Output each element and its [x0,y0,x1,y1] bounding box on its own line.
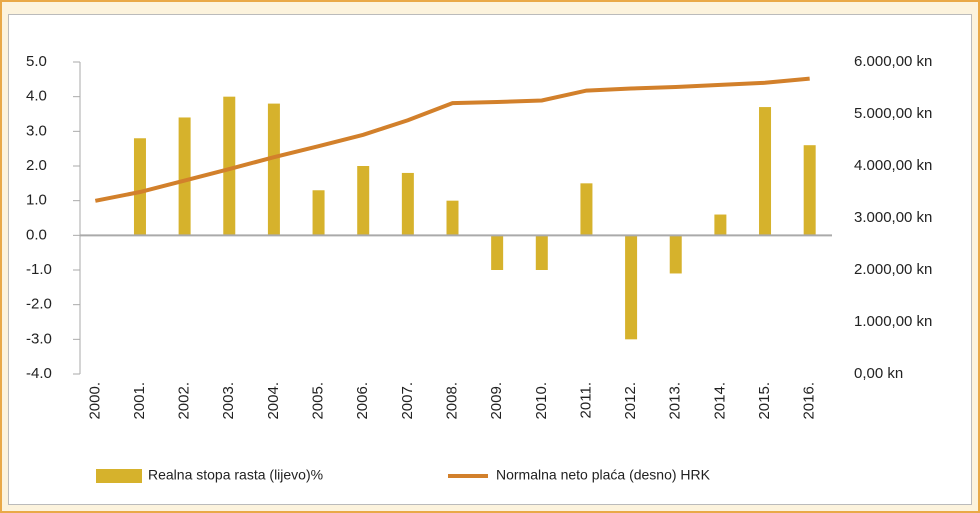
y-tick-label: -2.0 [26,296,52,313]
bar [580,183,593,236]
bar [491,235,504,270]
bar [223,96,236,236]
x-tick-label: 2000. [86,382,103,420]
bar [312,190,325,236]
bar [267,103,280,236]
x-tick-label: 2006. [354,382,371,420]
y-tick-label: -4.0 [26,365,52,382]
y-tick-label: 5.0 [26,53,47,70]
legend-label: Normalna neto plaća (desno) HRK [496,467,711,483]
bar [133,138,146,236]
chart-background [8,14,972,505]
x-tick-label: 2001. [131,382,148,420]
x-tick-label: 2005. [310,382,327,420]
bar [401,172,414,236]
x-tick-label: 2009. [488,382,505,420]
line [94,76,810,203]
x-tick-label: 2008. [443,382,460,420]
y2-tick-label: 4.000,00 kn [854,157,932,174]
x-tick-label: 2010. [533,382,550,420]
bar [759,107,772,236]
bar [535,235,548,270]
y2-tick-label: 5.000,00 kn [854,105,932,122]
bar [803,145,816,236]
x-tick-label: 2014. [711,382,728,420]
bar [714,214,727,236]
bar [446,200,459,236]
y2-tick-label: 0,00 kn [854,365,903,382]
bar [625,235,638,340]
legend-swatch [96,469,142,483]
x-tick-label: 2007. [399,382,416,420]
x-tick-label: 2002. [176,382,193,420]
y2-tick-label: 6.000,00 kn [854,53,932,70]
bar [669,235,682,274]
x-tick-label: 2011. [577,382,594,418]
y-tick-label: 0.0 [26,226,47,243]
y2-tick-label: 1.000,00 kn [854,313,932,330]
y-tick-label: 2.0 [26,157,47,174]
x-tick-label: 2003. [220,382,237,420]
x-tick-label: 2016. [801,382,818,420]
chart: -4.0 -3.0 -2.0 -1.0 0.0 1.0 2.0 3.0 4.0 5.0 0,00 k… [8,14,972,505]
x-tick-label: 2012. [622,382,639,420]
y-tick-label: -1.0 [26,261,52,278]
y2-tick-label: 3.000,00 kn [854,209,932,226]
x-tick-label: 2013. [667,382,684,420]
x-tick-label: 2004. [265,382,282,420]
bar [178,117,191,236]
x-tick-label: 2015. [756,382,773,420]
y2-tick-label: 2.000,00 kn [854,261,932,278]
y-tick-label: 1.0 [26,192,47,209]
bar [357,166,370,236]
y-tick-label: -3.0 [26,330,52,347]
y-tick-label: 3.0 [26,122,47,139]
y-tick-label: 4.0 [26,88,47,105]
legend-label: Realna stopa rasta (lijevo)% [148,467,323,483]
